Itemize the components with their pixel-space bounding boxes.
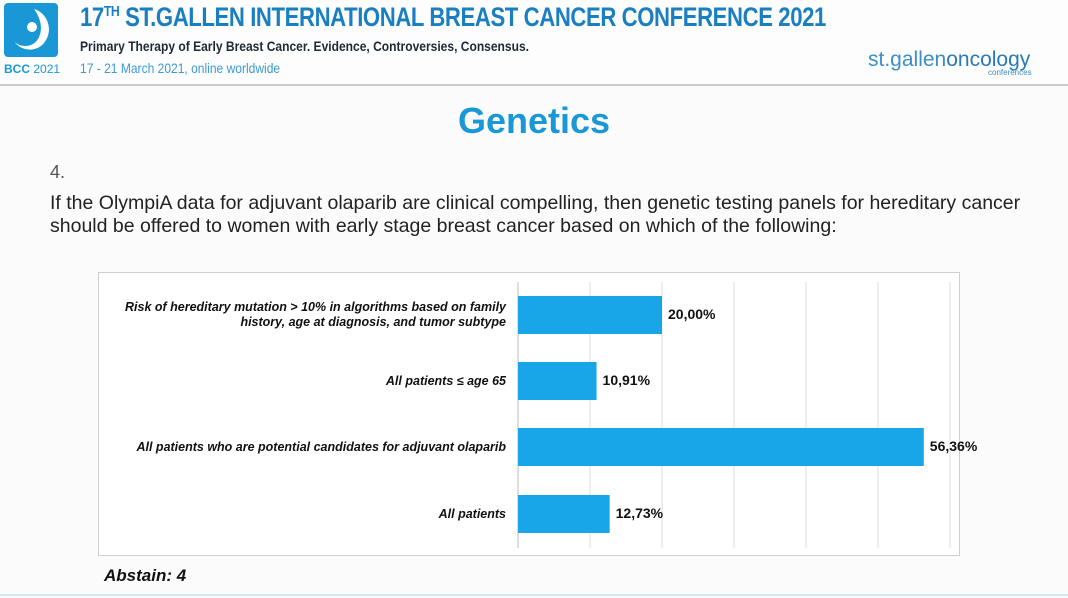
- brand-conferences: conferences: [988, 68, 1032, 77]
- bottom-divider: [0, 594, 1068, 596]
- bar-value-label: 56,36%: [929, 438, 978, 454]
- question-text: If the OlympiA data for adjuvant olapari…: [50, 192, 1021, 237]
- conference-subtitle: Primary Therapy of Early Breast Cancer. …: [80, 38, 530, 54]
- bar-value-label: 10,91%: [602, 372, 651, 388]
- bcc-logo-icon: [4, 3, 58, 57]
- bar-value-label: 12,73%: [615, 505, 664, 521]
- slide-title: Genetics: [457, 100, 611, 141]
- category-label: All patients ≤ age 65: [385, 373, 506, 388]
- bar-value-label: 20,00%: [668, 306, 716, 322]
- category-label: All patients who are potential candidate…: [136, 439, 506, 454]
- category-label: All patients: [438, 506, 506, 521]
- conference-header: BCC 2021 17TH ST.GALLEN INTERNATIONAL BR…: [0, 0, 1068, 84]
- logo-caption: BCC 2021: [4, 62, 61, 76]
- st-gallen-oncology-logo: st.gallenoncology: [868, 48, 1031, 71]
- header-divider: [0, 84, 1068, 86]
- abstain-note: Abstain: 4: [104, 566, 187, 585]
- conference-dates: 17 - 21 March 2021, online worldwide: [80, 60, 281, 76]
- conference-title: 17TH ST.GALLEN INTERNATIONAL BREAST CANC…: [80, 2, 826, 32]
- question-number: 4.: [50, 162, 66, 182]
- category-label: Risk of hereditary mutation > 10% in alg…: [125, 300, 506, 329]
